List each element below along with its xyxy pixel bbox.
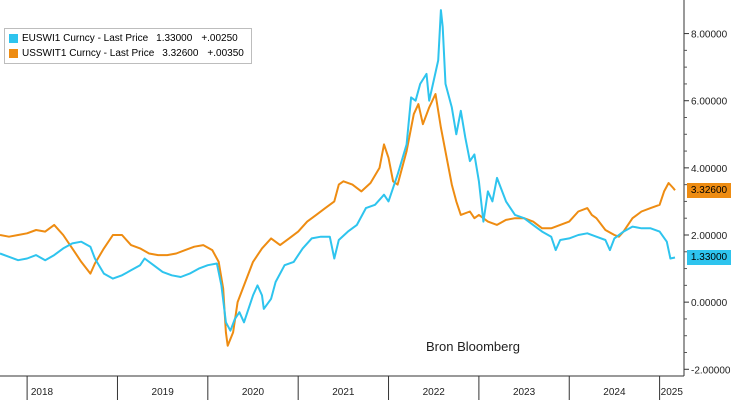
legend-name-euswi1: EUSWI1 Curncy - Last Price: [22, 33, 149, 44]
y-tick-label: 8.00000: [691, 30, 728, 41]
x-tick-label: 2021: [332, 387, 355, 398]
legend-swatch-euswi1: [9, 34, 18, 43]
x-tick-label: 2023: [513, 387, 536, 398]
legend-item-euswi1: EUSWI1 Curncy - Last Price 1.33000 +.002…: [9, 31, 247, 46]
x-tick-label: 2020: [242, 387, 265, 398]
y-tick-label: 4.00000: [691, 164, 728, 175]
legend-price-usswit1: 3.32600: [162, 48, 199, 59]
y-tick-label: 6.00000: [691, 97, 728, 108]
last-value-tag-euswi1: 1.33000: [687, 250, 731, 266]
series-line-euswi1: [0, 9, 676, 332]
y-tick-label: 0.00000: [691, 298, 728, 309]
series-layer: [0, 9, 676, 347]
legend-price-euswi1: 1.33000: [156, 33, 193, 44]
y-tick-label: 2.00000: [691, 231, 728, 242]
x-tick-label: 2024: [603, 387, 626, 398]
legend-change-euswi1: +.00250: [201, 33, 238, 44]
legend: EUSWI1 Curncy - Last Price 1.33000 +.002…: [4, 28, 252, 64]
source-label: Bron Bloomberg: [426, 339, 520, 354]
y-tick-label: -2.00000: [691, 365, 731, 376]
x-tick-label: 2019: [152, 387, 175, 398]
legend-name-usswit1: USSWIT1 Curncy - Last Price: [22, 48, 155, 59]
x-tick-label: 2022: [423, 387, 446, 398]
legend-swatch-usswit1: [9, 49, 18, 58]
x-axis: 2018 2019 2020 2021 2022 2023 2024 2025: [26, 376, 684, 400]
x-tick-label: 2018: [31, 387, 54, 398]
legend-change-usswit1: +.00350: [207, 48, 244, 59]
last-value-tag-usswit1: 3.32600: [687, 183, 731, 199]
series-line-usswit1: [0, 93, 676, 347]
y-axis: -2.00000 0.00000 2.00000 4.00000 6.00000 8.00…: [684, 30, 731, 376]
legend-item-usswit1: USSWIT1 Curncy - Last Price 3.32600 +.00…: [9, 46, 247, 61]
x-tick-label: 2025: [661, 387, 684, 398]
